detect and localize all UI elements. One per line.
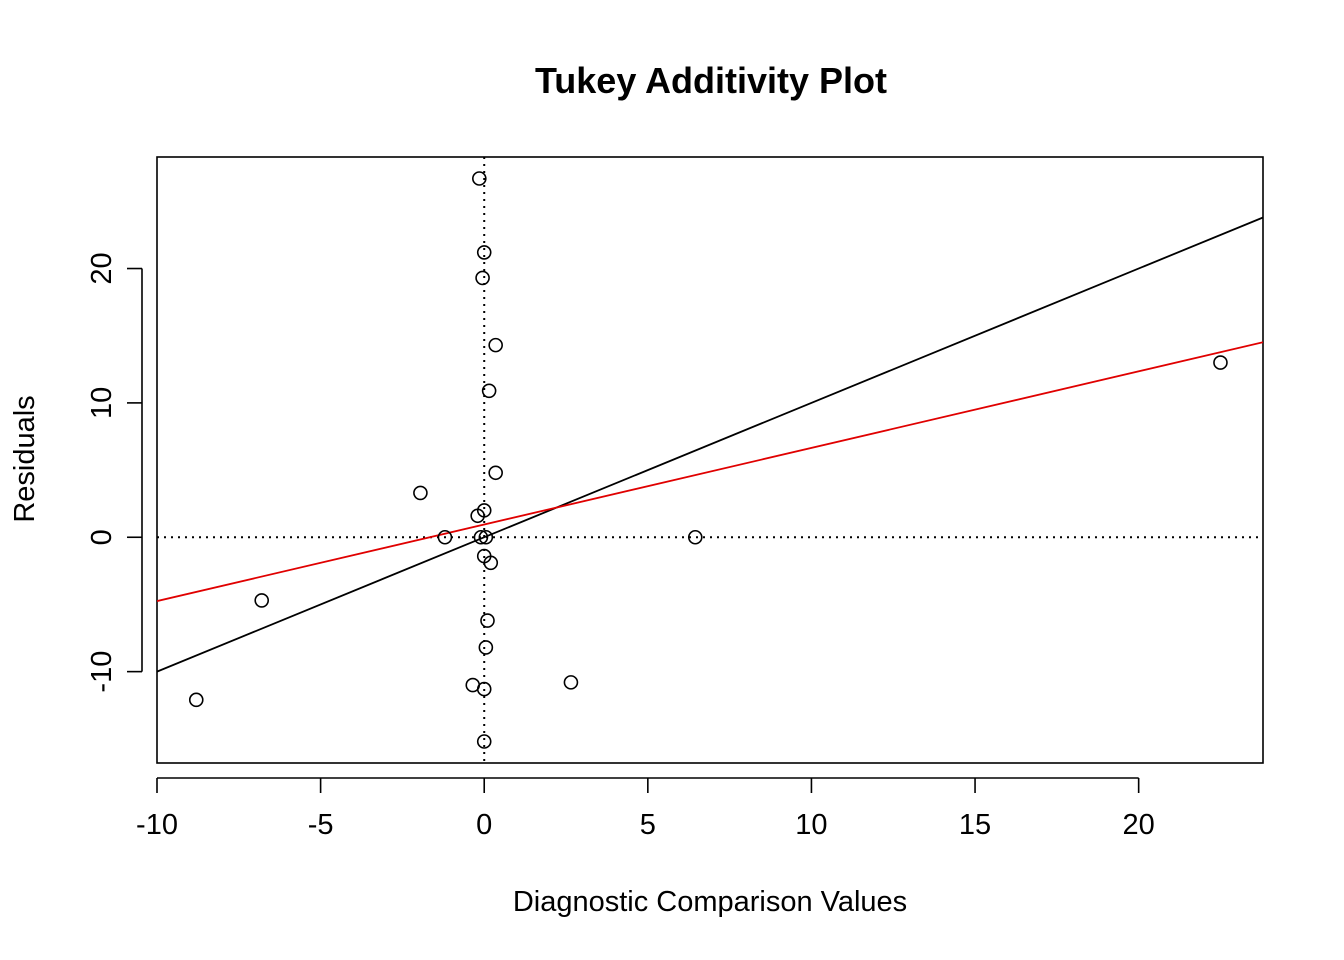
fit-line	[157, 341, 1263, 602]
plot-layer: -10 -5 0 5 10 15 20 -10 0 10 20	[86, 156, 1264, 841]
data-point	[563, 675, 579, 690]
data-point	[488, 465, 503, 481]
data-point	[254, 593, 270, 608]
data-point	[413, 485, 428, 501]
chart-title: Tukey Additivity Plot	[535, 60, 887, 101]
x-tick-label: 15	[959, 809, 991, 841]
data-point	[480, 613, 495, 628]
x-tick-label: -5	[308, 809, 334, 841]
data-point	[472, 171, 487, 186]
fit-line	[157, 216, 1263, 673]
y-tick-label: 0	[86, 529, 118, 545]
data-point	[188, 692, 204, 708]
x-tick-label: 20	[1123, 809, 1155, 841]
data-point	[476, 245, 492, 260]
plot-frame	[156, 156, 1264, 764]
x-axis-label: Diagnostic Comparison Values	[513, 886, 907, 918]
x-tick-label: 5	[640, 809, 656, 841]
x-tick-label: 10	[795, 809, 827, 841]
y-axis-label: Residuals	[9, 395, 41, 522]
data-point	[488, 337, 503, 353]
data-point	[478, 640, 494, 655]
x-tick-label: 0	[476, 809, 492, 841]
data-point	[473, 529, 489, 545]
y-tick-label: -10	[86, 651, 118, 693]
data-point	[437, 529, 453, 545]
data-point	[1213, 355, 1228, 370]
data-point	[481, 383, 497, 399]
data-point	[476, 681, 492, 697]
data-point	[470, 508, 485, 524]
y-tick-label: 20	[86, 252, 118, 284]
data-point	[687, 529, 703, 545]
x-tick-label: -10	[136, 809, 178, 841]
data-point	[478, 529, 494, 545]
data-point	[475, 270, 490, 286]
data-point	[483, 555, 499, 571]
y-tick-label: 10	[86, 387, 118, 419]
data-point	[476, 734, 492, 749]
